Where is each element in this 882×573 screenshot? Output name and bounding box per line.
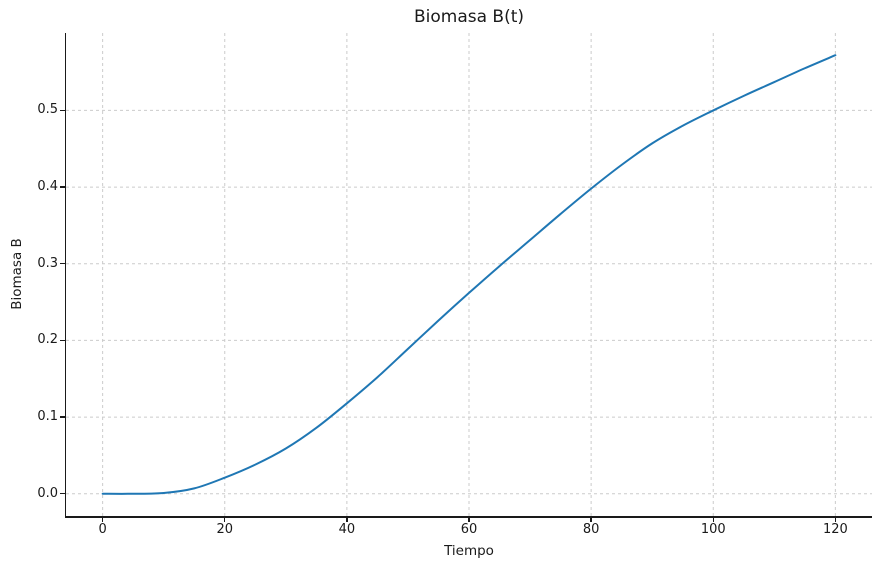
y-tick-label: 0.0 [37,485,58,501]
x-axis-label: Tiempo [444,543,494,559]
x-tick-label: 60 [460,522,478,537]
x-tick-label: 40 [338,522,356,537]
y-tick-mark [60,109,65,112]
y-tick-mark [60,493,65,495]
y-tick-mark [60,339,65,342]
bottom-spine [64,516,872,518]
x-tick-label: 80 [582,522,600,537]
y-tick-label: 0.1 [37,409,58,425]
x-tick-mark [834,517,837,522]
plot-canvas [66,33,872,516]
y-tick-mark [60,186,65,188]
x-tick-mark [101,517,104,522]
left-spine [64,33,67,518]
chart-title: Biomasa B(t) [413,7,525,27]
x-tick-label: 0 [98,522,107,537]
x-tick-mark [712,517,714,522]
y-tick-mark [60,263,65,265]
x-tick-mark [224,517,226,522]
x-tick-mark [468,517,470,522]
y-tick-mark [60,416,65,418]
y-tick-label: 0.2 [37,332,58,348]
y-axis-label: Biomasa B [9,238,25,310]
y-tick-label: 0.3 [37,255,58,271]
x-tick-mark [590,517,592,522]
x-tick-label: 20 [216,522,234,537]
plot-area [66,33,872,516]
biomass-curve [101,54,837,495]
x-tick-label: 120 [822,522,848,537]
x-tick-label: 100 [700,522,726,537]
y-tick-label: 0.5 [37,102,58,118]
x-tick-mark [346,517,348,522]
y-tick-label: 0.4 [37,179,58,195]
